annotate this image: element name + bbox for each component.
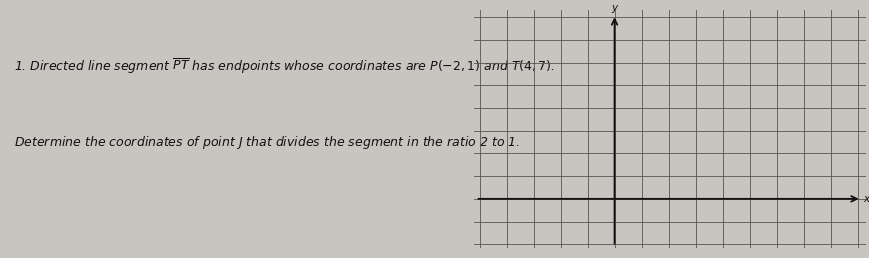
Text: y: y [611, 3, 617, 13]
Text: 1. Directed line segment $\overline{PT}$ has endpoints whose coordinates are $P(: 1. Directed line segment $\overline{PT}$… [14, 57, 554, 76]
Text: Determine the coordinates of point $J$ that divides the segment in the ratio 2 t: Determine the coordinates of point $J$ t… [14, 134, 520, 151]
Text: x: x [862, 194, 868, 204]
Text: 1. Directed line segment: 1. Directed line segment [0, 257, 1, 258]
